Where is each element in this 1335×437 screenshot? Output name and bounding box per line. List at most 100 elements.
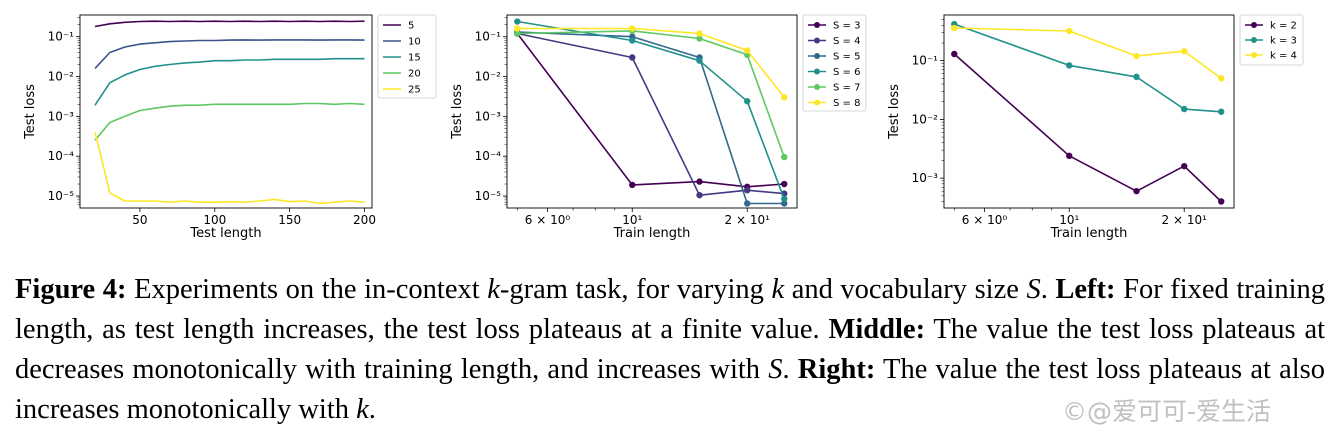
legend-entry: 10 xyxy=(408,37,421,48)
figure-caption: Figure 4: Experiments on the in-context … xyxy=(15,270,1325,430)
caption-figure-label: Figure 4: xyxy=(15,274,127,305)
data-point xyxy=(696,178,703,185)
data-point xyxy=(951,24,958,32)
caption-text-f: . xyxy=(368,394,376,425)
series-s=7 xyxy=(514,27,788,161)
x-axis-label: Test length xyxy=(189,226,261,241)
legend-marker xyxy=(814,37,820,44)
data-point xyxy=(1133,52,1140,60)
series-line xyxy=(94,57,365,106)
y-tick-label: 10⁻⁵ xyxy=(475,189,502,203)
y-tick-label: 10⁻⁴ xyxy=(48,149,75,163)
series-5 xyxy=(94,20,365,28)
y-tick-label: 10⁻¹ xyxy=(48,30,75,44)
y-axis-label: Test loss xyxy=(23,84,38,140)
legend-entry: 25 xyxy=(408,85,421,96)
series-line xyxy=(94,39,365,69)
legend-marker xyxy=(1251,22,1257,28)
data-point xyxy=(514,25,521,32)
y-tick-label: 10⁻⁴ xyxy=(475,149,502,163)
x-tick-label: 10¹ xyxy=(1059,213,1079,227)
data-point xyxy=(1218,198,1225,205)
series-line xyxy=(517,31,785,205)
series-25 xyxy=(94,132,365,205)
y-axis-label: Test loss xyxy=(887,84,902,140)
data-point xyxy=(1133,187,1140,195)
data-point xyxy=(696,30,703,37)
caption-right-text: The value the test loss plateaus at also… xyxy=(15,354,1325,425)
data-point xyxy=(514,18,521,25)
legend-entry: k = 4 xyxy=(1270,51,1297,62)
chart-panel-2: 6 × 10⁰ 10¹ 2 × 10¹ 10⁻⁵ 10⁻⁴ 10⁻³ 10⁻² 10⁻¹ Tra… xyxy=(450,14,867,241)
y-tick-label: 10⁻³ xyxy=(48,109,75,123)
data-point xyxy=(1218,75,1225,82)
legend-marker xyxy=(814,68,820,75)
data-point xyxy=(629,54,636,61)
caption-math-s: S xyxy=(768,354,783,385)
series-line xyxy=(94,102,365,141)
caption-right-label: Right: xyxy=(797,354,876,385)
legend-marker xyxy=(814,99,820,106)
series-15 xyxy=(94,57,365,106)
data-point xyxy=(696,191,703,199)
legend-entry: S = 4 xyxy=(833,36,860,47)
figure-panels: 50 100 150 200 10⁻⁵ 10⁻⁴ 10⁻³ 10⁻² 10⁻¹ Test leng… xyxy=(23,14,1304,241)
data-point xyxy=(1066,27,1073,35)
legend-entry: S = 8 xyxy=(833,98,860,109)
y-tick-label: 10⁻¹ xyxy=(912,54,939,68)
data-point xyxy=(629,181,636,189)
legend-marker xyxy=(1251,37,1257,43)
x-axis-label: Train length xyxy=(1050,226,1128,241)
caption-middle-label: Middle: xyxy=(828,314,926,345)
data-point xyxy=(696,35,703,42)
caption-left-label: Left: xyxy=(1055,274,1116,305)
caption-math-k: k xyxy=(356,394,369,425)
chart-panel-3: 6 × 10⁰ 10¹ 2 × 10¹ 10⁻³ 10⁻² 10⁻¹ Train lengt… xyxy=(887,14,1304,241)
watermark: ©@爱可可-爱生活 xyxy=(1062,397,1272,426)
data-point xyxy=(629,37,636,44)
x-tick-label: 2 × 10¹ xyxy=(1162,213,1208,227)
legend-box xyxy=(377,14,437,99)
legend-entry: S = 5 xyxy=(833,52,860,63)
data-point xyxy=(1066,152,1073,160)
data-point xyxy=(781,94,788,101)
series-line xyxy=(94,132,365,205)
y-tick-label: 10⁻³ xyxy=(475,109,502,123)
plot-frame xyxy=(79,14,373,209)
series-line xyxy=(94,20,365,28)
data-point xyxy=(1181,105,1188,113)
series-line xyxy=(954,27,1222,80)
legend-entry: 20 xyxy=(408,69,421,80)
data-point xyxy=(744,186,751,194)
caption-text-c: and vocabulary size xyxy=(784,274,1027,305)
data-point xyxy=(781,153,788,161)
data-point xyxy=(744,200,751,207)
series-line xyxy=(953,53,1222,203)
legend-box xyxy=(1239,14,1304,66)
chart-panel-1: 50 100 150 200 10⁻⁵ 10⁻⁴ 10⁻³ 10⁻² 10⁻¹ Test leng… xyxy=(23,14,437,241)
legend-entry: k = 3 xyxy=(1270,36,1297,47)
x-tick-label: 50 xyxy=(132,213,147,227)
caption-text-e: . xyxy=(782,354,798,385)
data-point xyxy=(781,180,788,188)
data-point xyxy=(781,200,788,207)
data-point xyxy=(744,97,751,105)
x-axis-label: Train length xyxy=(613,226,691,241)
caption-text-d: . xyxy=(1040,274,1056,305)
legend-entry: 5 xyxy=(408,21,414,32)
series-line xyxy=(517,20,785,200)
legend-marker xyxy=(1251,52,1257,58)
x-tick-label: 200 xyxy=(353,213,376,227)
data-point xyxy=(781,195,788,203)
legend-entry: 15 xyxy=(408,53,421,64)
data-point xyxy=(1066,62,1073,69)
caption-math-k: k xyxy=(771,274,785,305)
data-point xyxy=(514,30,521,37)
legend: k = 2 k = 3 k = 4 xyxy=(1239,14,1304,66)
legend-entry: S = 3 xyxy=(833,21,860,32)
y-tick-label: 10⁻² xyxy=(912,112,939,126)
y-axis-label: Test loss xyxy=(450,84,465,140)
series-s=8 xyxy=(514,25,788,101)
data-point xyxy=(1133,73,1140,81)
series-line xyxy=(517,32,785,196)
